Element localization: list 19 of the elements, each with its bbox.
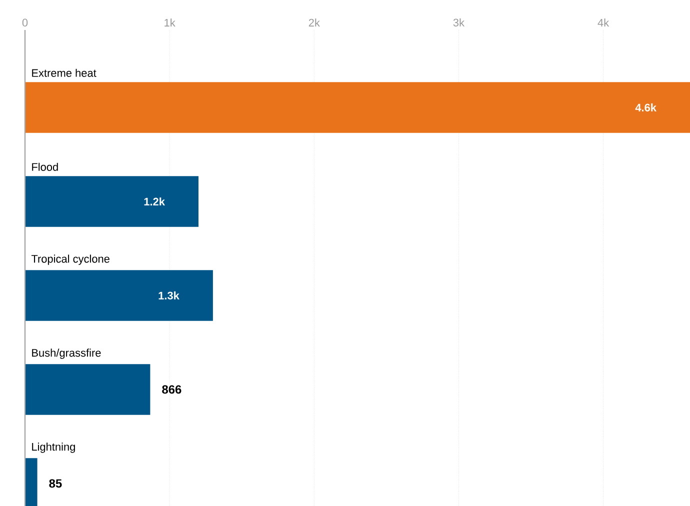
bar (25, 176, 198, 227)
y-tick-label: Bush/grassfire (32, 348, 101, 359)
x-tick-label: 3k (453, 18, 465, 26)
y-tick-label: Tropical cyclone (31, 254, 110, 265)
x-tick-label: 2k (308, 18, 320, 26)
data-label: 866 (162, 385, 182, 394)
bar (25, 82, 690, 133)
y-tick-label: Flood (32, 162, 58, 171)
bar (25, 364, 150, 415)
bar (25, 270, 213, 321)
x-tick-label: 0 (22, 18, 28, 26)
x-tick-label: 4k (598, 18, 610, 26)
data-label: 1.2k (144, 197, 165, 206)
data-label: 1.3k (158, 291, 180, 300)
data-label: 85 (49, 479, 62, 488)
y-tick-label: Extreme heat (32, 68, 96, 77)
y-tick-label: Lightning (32, 442, 75, 453)
data-label: 4.6k (635, 103, 656, 112)
x-tick-label: 1k (164, 18, 176, 26)
